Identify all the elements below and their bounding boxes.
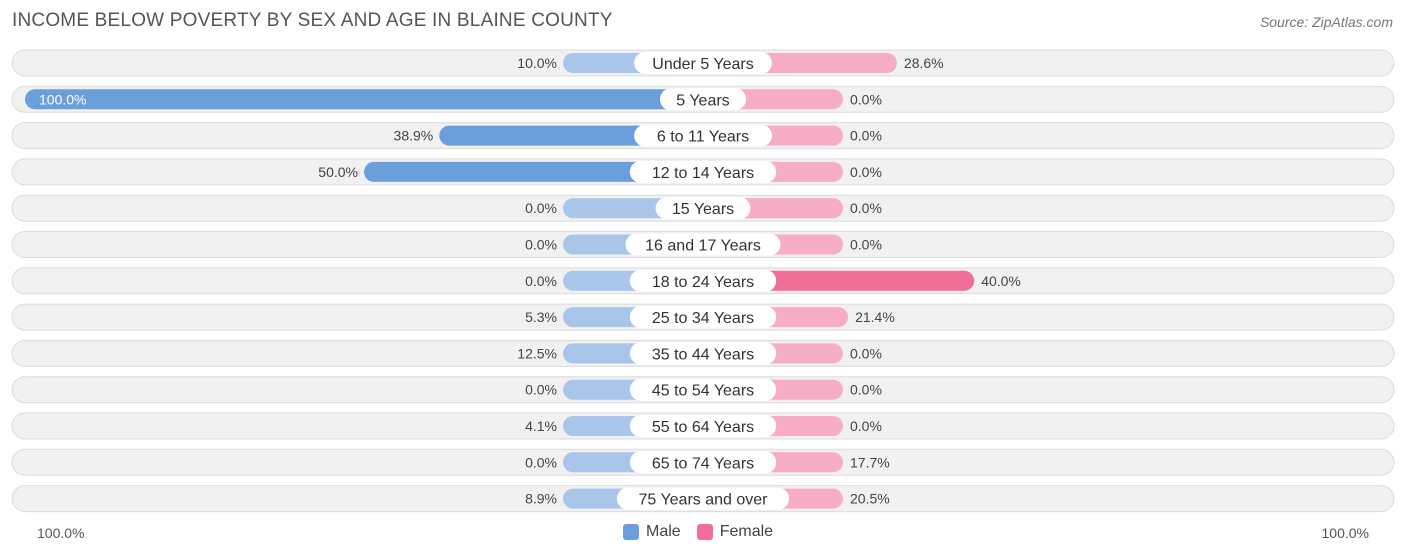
male-value-label: 5.3% [525,309,557,325]
female-value-label: 28.6% [904,55,944,71]
category-label: 16 and 17 Years [645,238,761,255]
chart-title: INCOME BELOW POVERTY BY SEX AND AGE IN B… [12,10,613,31]
male-value-label: 50.0% [318,164,358,180]
legend: Male Female [623,523,781,541]
female-value-label: 17.7% [850,454,890,470]
male-value-label: 100.0% [39,91,86,107]
female-value-label: 20.5% [850,491,890,507]
category-label-background [659,88,747,111]
axis-right-label: 100.0% [1321,525,1369,541]
source-credit: Source: ZipAtlas.com [1259,14,1393,30]
female-value-label: 0.0% [850,164,882,180]
category-label: 65 to 74 Years [652,455,754,472]
category-label-background [625,233,781,256]
category-label-background [629,269,777,292]
male-bar [364,161,703,182]
female-value-label: 0.0% [850,91,882,107]
female-value-label: 0.0% [850,418,882,434]
chart-area: 10.0% 28.6% Under 5 Years 100.0% 0.0% 5 Years… [11,49,1395,513]
category-label: 6 to 11 Years [657,129,749,146]
category-label-background [629,342,777,365]
male-value-label: 0.0% [525,454,557,470]
legend-item-female: Female [696,523,774,541]
female-value-label: 40.0% [981,273,1021,289]
category-label-background [655,197,751,220]
legend-label-female: Female [719,523,774,540]
male-value-label: 0.0% [525,382,557,398]
category-label-background [634,52,772,74]
category-label-background [629,306,777,329]
category-label: 75 Years and over [639,492,769,509]
female-value-label: 21.4% [855,309,895,325]
male-value-label: 0.0% [525,237,557,253]
category-label-background [629,160,777,183]
female-value-label: 0.0% [850,200,882,216]
legend-swatch-male [623,524,639,540]
male-value-label: 10.0% [517,55,557,71]
category-label: 35 to 44 Years [652,346,754,363]
category-label: 18 to 24 Years [652,274,754,291]
category-label-background [634,124,772,147]
category-label: 15 Years [672,201,734,218]
category-label-background [629,415,777,437]
category-label-background [616,487,790,510]
legend-label-male: Male [646,523,681,540]
female-value-label: 0.0% [850,382,882,398]
male-value-label: 8.9% [525,491,557,507]
male-value-label: 0.0% [525,273,557,289]
male-value-label: 0.0% [525,200,557,216]
legend-swatch-female [696,524,713,540]
male-value-label: 38.9% [394,128,434,144]
category-label: 45 to 54 Years [652,383,754,400]
category-label: Under 5 Years [652,56,753,73]
male-value-label: 12.5% [517,345,557,361]
male-value-label: 4.1% [525,418,557,434]
male-bar [25,89,703,110]
axis-left-label: 100.0% [37,525,85,541]
category-label-background [629,378,777,401]
category-label: 5 Years [676,92,729,109]
female-value-label: 0.0% [850,345,882,361]
category-label: 25 to 34 Years [652,310,754,327]
category-label: 12 to 14 Years [652,165,754,182]
legend-item-male: Male [623,523,681,541]
category-label-background [629,451,777,474]
category-label: 55 to 64 Years [652,419,754,436]
female-value-label: 0.0% [850,237,882,253]
female-value-label: 0.0% [850,128,882,144]
